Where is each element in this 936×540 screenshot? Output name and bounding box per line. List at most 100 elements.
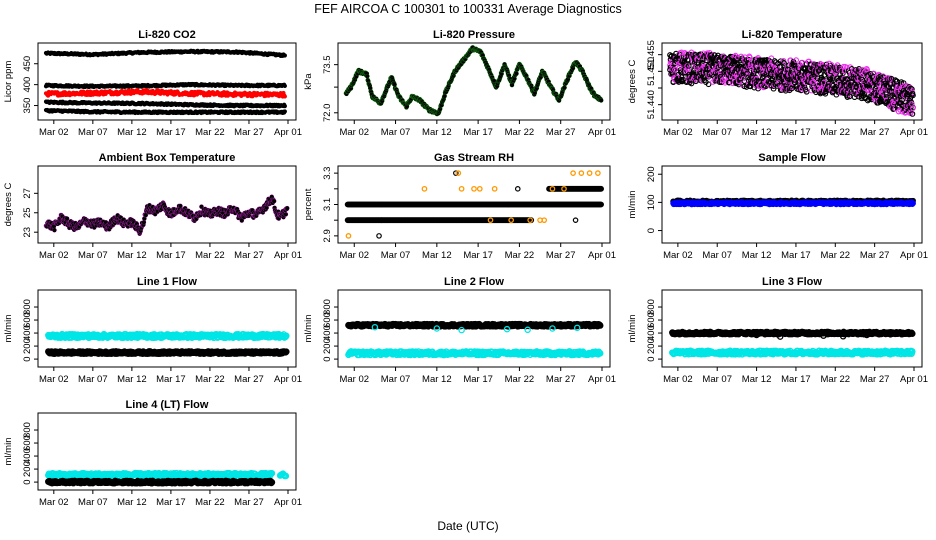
data-point [365, 74, 370, 79]
panel-ambient-box-temperature-series-box-temp [43, 194, 290, 236]
panel-li-820-co2-series-standard-4 [43, 107, 287, 116]
panel-li-820-pressure-xtick-label: Mar 27 [546, 127, 576, 138]
data-point [64, 216, 70, 221]
panel-li-820-temperature-frame [661, 42, 923, 121]
data-point [803, 88, 810, 95]
panel-ambient-box-temperature-ytick-label: 27 [22, 188, 33, 199]
panel-ambient-box-temperature: Ambient Box Temperature degrees C 23 25 27 Ma… [3, 152, 302, 261]
data-point [770, 85, 777, 92]
panel-li-820-temperature: Li-820 Temperature degrees C 51.440 51.4505… [627, 29, 928, 138]
data-point [907, 104, 914, 111]
data-point [282, 109, 287, 114]
panel-li-820-pressure-title: Li-820 Pressure [433, 29, 515, 41]
panel-li-820-temperature-xtick-label: Mar 17 [781, 127, 811, 138]
panel-li-820-temperature-xtick-label: Mar 12 [742, 127, 772, 138]
panel-li-820-temperature-xtick-label: Apr 01 [900, 127, 928, 138]
panel-li-820-co2-ylabel: Licor ppm [3, 61, 14, 103]
panel-li-820-pressure-ytick-label: 72.0 [322, 104, 333, 123]
panel-li-820-co2-data [43, 48, 287, 116]
data-point [808, 61, 814, 68]
data-point [562, 85, 567, 90]
data-point [910, 105, 916, 111]
data-point [103, 220, 109, 225]
panel-li-820-co2-series-sample [43, 87, 287, 99]
panel-ambient-box-temperature-xtick-label: Apr 01 [274, 250, 302, 261]
panel-ambient-box-temperature-xtick-label: Mar 27 [234, 250, 264, 261]
panel-li-820-pressure: Li-820 Pressure kPa 72.0 73.5 Mar 02 Mar 07 Ma… [303, 29, 616, 138]
panel-li-820-temperature-xtick-label: Mar 07 [702, 127, 732, 138]
panel-li-820-co2-xtick-label: Mar 02 [39, 127, 69, 138]
data-point [599, 98, 604, 103]
panel-ambient-box-temperature-ytick-label: 23 [22, 227, 33, 238]
panel-li-820-temperature-ytick-label: 51.455 [646, 40, 657, 69]
panel-ambient-box-temperature-ytick-label: 25 [22, 207, 33, 218]
panel-li-820-co2-series-standard-2 [43, 81, 287, 90]
data-point [282, 53, 287, 58]
panel-li-820-temperature-ytick-label: 51.450 [646, 57, 657, 86]
data-point [392, 82, 397, 87]
panel-li-820-pressure-xtick-label: Mar 17 [463, 127, 493, 138]
panel-ambient-box-temperature-ylabel: degrees C [3, 182, 14, 226]
panel-li-820-temperature-data [667, 49, 916, 117]
panel-li-820-pressure-xtick-label: Apr 01 [588, 127, 616, 138]
data-point [442, 93, 447, 99]
panel-li-820-co2-frame [37, 42, 297, 121]
data-point [793, 57, 800, 63]
panel-li-820-pressure-data [343, 45, 604, 117]
panel-li-820-pressure-xtick-label: Mar 12 [422, 127, 452, 138]
panel-li-820-co2-xtick-label: Mar 07 [78, 127, 108, 138]
data-point [747, 54, 753, 61]
data-point [718, 76, 725, 83]
data-point [741, 78, 748, 84]
data-point [514, 71, 519, 76]
data-point [142, 216, 147, 221]
data-point [282, 94, 287, 99]
data-point [780, 57, 787, 64]
panel-ambient-box-temperature-xtick-label: Mar 12 [117, 250, 147, 261]
data-point [282, 104, 287, 109]
panel-ambient-box-temperature-xtick-label: Mar 17 [156, 250, 186, 261]
panel-li-820-pressure-ytick-label: 73.5 [322, 55, 333, 74]
panel-li-820-pressure-xtick-label: Mar 22 [505, 127, 535, 138]
panel-li-820-temperature-xtick-label: Mar 22 [821, 127, 851, 138]
panel-ambient-box-temperature-title: Ambient Box Temperature [99, 152, 236, 164]
panel-li-820-temperature-xtick-label: Mar 27 [860, 127, 890, 138]
panel-li-820-pressure-series-pressure [343, 45, 604, 117]
data-point [705, 81, 712, 88]
panel-li-820-co2-xtick-label: Mar 22 [195, 127, 225, 138]
panel-li-820-pressure-ylabel: kPa [303, 73, 314, 90]
panel-li-820-temperature-ytick-label: 51.440 [646, 90, 657, 119]
data-point [899, 97, 905, 103]
panel-li-820-co2-series-standard-3 [43, 99, 287, 109]
panel-ambient-box-temperature-data [43, 194, 290, 236]
panel-li-820-temperature-ylabel: degrees C [627, 59, 638, 103]
figure-xlabel: Date (UTC) [437, 519, 498, 533]
panel-li-820-co2-xtick-label: Mar 17 [156, 127, 186, 138]
panel-ambient-box-temperature-xtick-label: Mar 07 [78, 250, 108, 261]
data-point [910, 92, 916, 99]
data-point [909, 111, 916, 117]
panel-li-820-co2-xtick-label: Mar 12 [117, 127, 147, 138]
data-point [781, 60, 787, 66]
panel-li-820-temperature-series [667, 49, 916, 117]
panel-li-820-pressure-frame [337, 42, 611, 121]
panel-li-820-pressure-xtick-label: Mar 02 [339, 127, 369, 138]
panel-li-820-temperature-title: Li-820 Temperature [742, 29, 843, 41]
data-point [52, 228, 57, 233]
data-point [736, 81, 742, 88]
data-point [492, 78, 497, 84]
data-point [788, 85, 795, 92]
panel-li-820-co2-xtick-label: Mar 27 [234, 127, 264, 138]
panel-li-820-co2-ytick-label: 400 [22, 77, 33, 93]
data-point [512, 76, 517, 81]
panel-li-820-temperature-xtick-label: Mar 02 [663, 127, 693, 138]
panel-ambient-box-temperature-xtick-label: Mar 22 [195, 250, 225, 261]
data-point [178, 203, 183, 209]
panel-li-820-pressure-xtick-label: Mar 07 [381, 127, 411, 138]
panel-li-820-co2-ytick-label: 450 [22, 56, 33, 72]
data-point [894, 84, 901, 90]
panel-li-820-co2-xtick-label: Apr 01 [274, 127, 302, 138]
data-point [143, 213, 148, 218]
